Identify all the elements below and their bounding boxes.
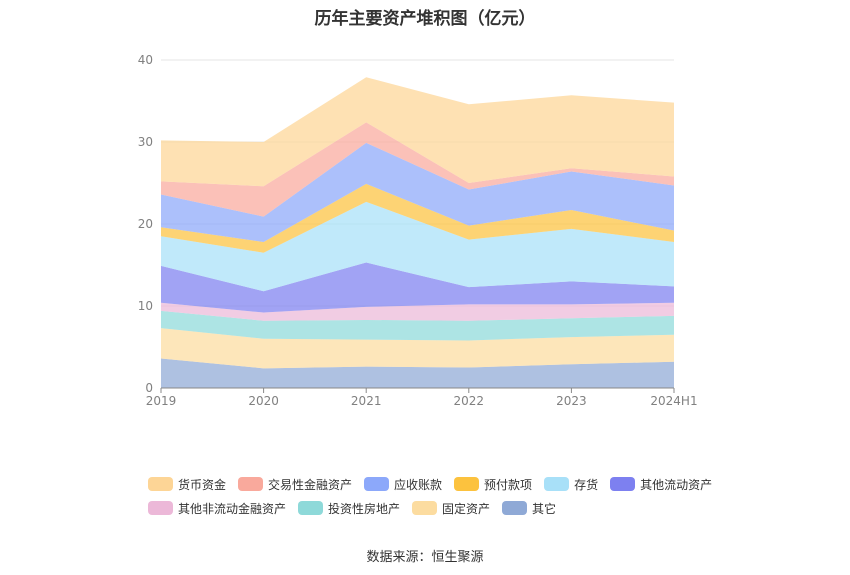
area-series <box>161 328 674 369</box>
legend-row-2: 其他非流动金融资产 投资性房地产 固定资产 其它 <box>148 496 748 520</box>
legend-item-fixed-assets[interactable]: 固定资产 <box>412 500 490 517</box>
legend-label: 投资性房地产 <box>328 501 401 516</box>
legend-item-inventory[interactable]: 存货 <box>544 476 598 493</box>
legend-label: 交易性金融资产 <box>268 477 353 492</box>
x-tick-label: 2024H1 <box>650 394 697 408</box>
chart-title: 历年主要资产堆积图（亿元） <box>314 9 536 29</box>
legend-item-prepayments[interactable]: 预付款项 <box>454 476 532 493</box>
legend-item-accounts-receivable[interactable]: 应收账款 <box>364 476 442 493</box>
x-tick-label: 2022 <box>454 394 485 408</box>
legend-swatch <box>148 477 173 491</box>
legend-item-investment-property[interactable]: 投资性房地产 <box>298 500 400 517</box>
legend-label: 应收账款 <box>394 477 443 492</box>
y-tick-label: 10 <box>138 299 153 313</box>
legend-swatch <box>544 477 570 491</box>
legend-swatch <box>298 501 324 515</box>
legend-item-other-noncurrent-financial-assets[interactable]: 其他非流动金融资产 <box>148 500 286 517</box>
legend-swatch <box>412 501 438 515</box>
legend-row-1: 货币资金 交易性金融资产 应收账款 预付款项 存货 其他流动资产 <box>148 472 748 496</box>
y-tick-label: 20 <box>138 217 153 231</box>
area-series <box>161 201 674 292</box>
legend-label: 其他非流动金融资产 <box>178 501 287 516</box>
legend-label: 其它 <box>532 501 557 516</box>
y-tick-label: 30 <box>138 135 153 149</box>
legend-swatch <box>454 477 480 491</box>
area-series <box>161 358 674 388</box>
area-series <box>161 310 674 341</box>
legend-label: 货币资金 <box>178 477 227 492</box>
legend-item-other[interactable]: 其它 <box>502 500 556 517</box>
x-tick-label: 2023 <box>556 394 587 408</box>
legend-item-other-current-assets[interactable]: 其他流动资产 <box>610 476 712 493</box>
legend-label: 固定资产 <box>442 501 491 516</box>
area-series <box>161 142 674 243</box>
area-series <box>161 77 674 187</box>
area-series <box>161 183 674 253</box>
x-tick-label: 2019 <box>146 394 177 408</box>
legend: 货币资金 交易性金融资产 应收账款 预付款项 存货 其他流动资产 其他非流动金融… <box>148 472 748 520</box>
y-tick-label: 0 <box>145 381 153 395</box>
area-series <box>161 302 674 321</box>
legend-swatch <box>238 477 264 491</box>
legend-swatch <box>364 477 390 491</box>
x-tick-label: 2021 <box>351 394 382 408</box>
data-source: 数据来源：恒生聚源 <box>366 550 484 565</box>
y-tick-label: 40 <box>138 53 153 67</box>
legend-item-cash[interactable]: 货币资金 <box>148 476 226 493</box>
x-tick-label: 2020 <box>248 394 279 408</box>
legend-label: 存货 <box>574 477 599 492</box>
legend-swatch <box>610 477 636 491</box>
legend-label: 其他流动资产 <box>640 477 713 492</box>
area-series <box>161 262 674 313</box>
area-series <box>161 122 674 217</box>
legend-item-trading-financial-assets[interactable]: 交易性金融资产 <box>238 476 352 493</box>
legend-label: 预付款项 <box>484 477 533 492</box>
legend-swatch <box>148 501 173 515</box>
legend-swatch <box>502 501 528 515</box>
